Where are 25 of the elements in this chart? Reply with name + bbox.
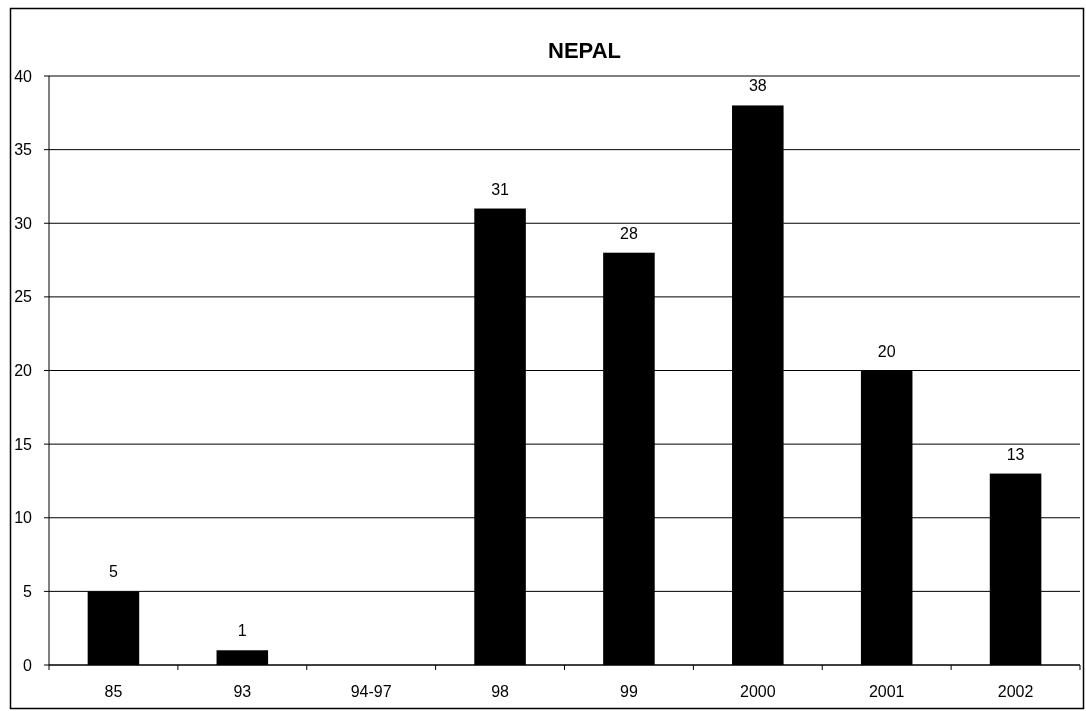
x-tick-label: 85 bbox=[104, 683, 123, 700]
y-tick-label: 25 bbox=[14, 288, 33, 306]
y-tick-label: 30 bbox=[14, 214, 33, 232]
y-tick-label: 35 bbox=[14, 141, 33, 159]
chart-title: NEPAL bbox=[548, 38, 621, 63]
data-label: 13 bbox=[1006, 445, 1025, 463]
y-tick-label: 15 bbox=[14, 435, 33, 453]
data-label: 38 bbox=[748, 77, 767, 95]
data-label: 20 bbox=[877, 342, 896, 360]
x-tick-label: 2001 bbox=[868, 683, 905, 700]
x-tick-label: 94-97 bbox=[350, 683, 392, 700]
data-label: 5 bbox=[108, 563, 118, 581]
x-tick-label: 98 bbox=[491, 683, 510, 700]
x-tick-label: 2000 bbox=[740, 683, 776, 700]
x-tick-label: 99 bbox=[620, 683, 638, 700]
y-tick-label: 40 bbox=[14, 67, 33, 85]
x-tick-label: 2002 bbox=[997, 683, 1034, 700]
y-tick-label: 20 bbox=[14, 362, 33, 380]
data-label: 28 bbox=[620, 224, 638, 242]
data-label: 1 bbox=[237, 622, 247, 640]
data-label: 31 bbox=[491, 180, 510, 198]
y-tick-label: 5 bbox=[23, 582, 33, 600]
y-tick-label: 0 bbox=[23, 656, 33, 674]
y-tick-label: 10 bbox=[14, 509, 33, 527]
x-tick-label: 93 bbox=[233, 683, 252, 700]
